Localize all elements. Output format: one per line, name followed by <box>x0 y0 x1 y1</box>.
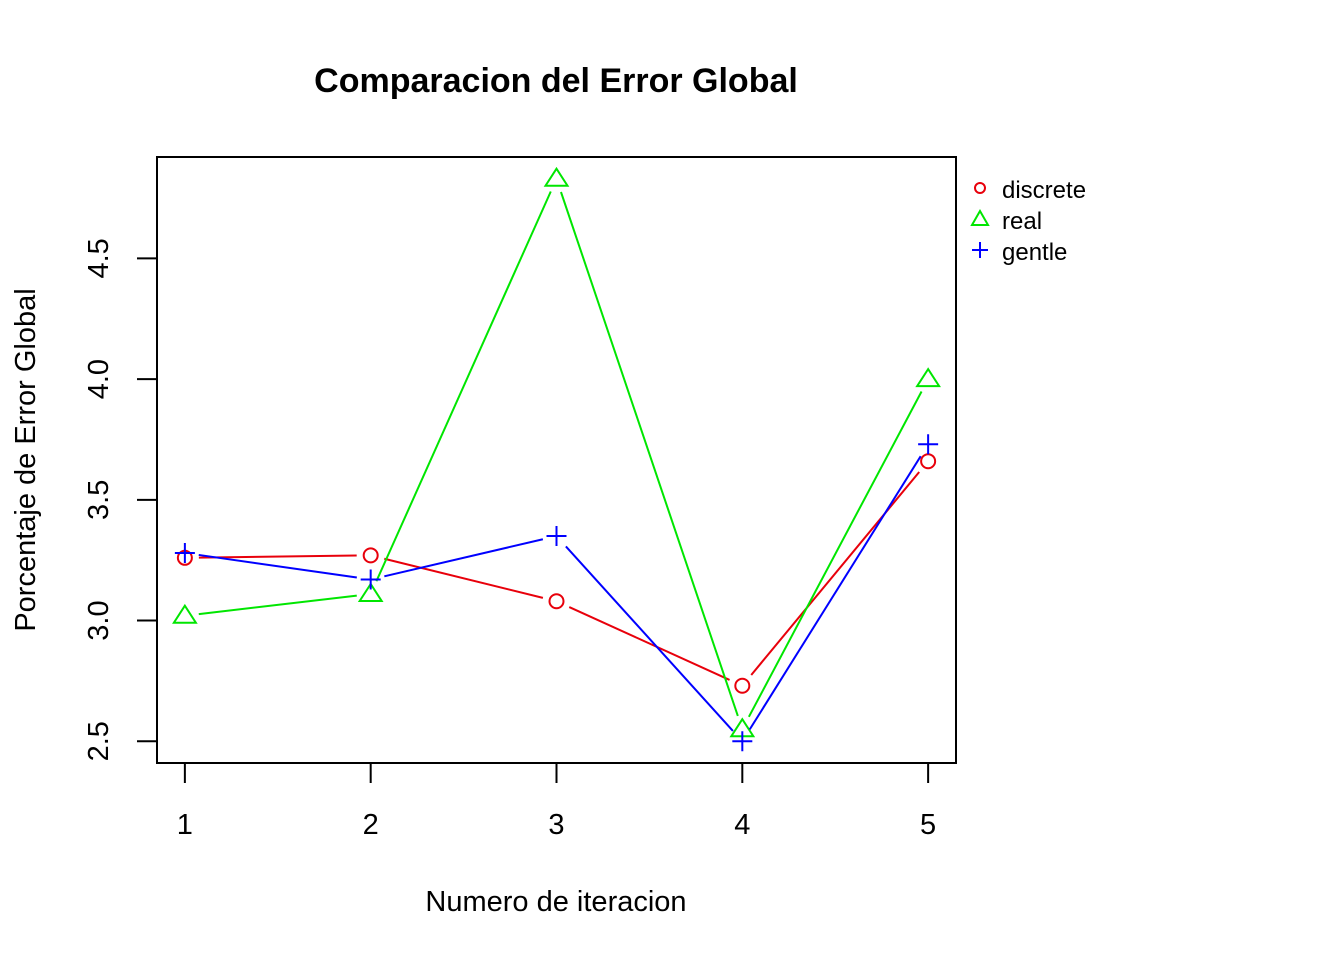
series-real <box>172 166 941 738</box>
series-line-real <box>375 191 552 582</box>
x-tick-label: 2 <box>363 809 379 841</box>
y-tick-label: 3.5 <box>83 480 115 520</box>
point-real <box>915 367 941 388</box>
point-discrete <box>548 593 565 610</box>
x-axis-label: Numero de iteracion <box>425 886 686 918</box>
legend-item-gentle: gentle <box>972 239 1067 266</box>
y-tick-label: 4.0 <box>83 359 115 399</box>
y-tick-label: 2.5 <box>83 721 115 761</box>
series-line-real <box>747 391 923 718</box>
legend-item-discrete: discrete <box>974 177 1086 204</box>
point-discrete <box>734 677 751 694</box>
x-tick-label: 4 <box>734 809 750 841</box>
series-line-real <box>560 191 739 717</box>
plot-frame <box>156 156 957 764</box>
x-axis: 1 2 3 4 5 <box>177 762 936 841</box>
point-discrete <box>362 547 379 564</box>
y-axis-label: Porcentaje de Error Global <box>10 288 42 631</box>
legend-label-discrete: discrete <box>1002 177 1086 204</box>
series-gentle <box>174 434 939 752</box>
series-line-discrete <box>568 606 730 681</box>
point-gentle <box>918 434 939 455</box>
legend-marker-gentle <box>972 242 988 258</box>
series-line-discrete <box>384 557 544 599</box>
y-tick-label: 4.5 <box>83 238 115 278</box>
point-gentle <box>174 542 195 563</box>
point-real <box>172 603 198 624</box>
point-gentle <box>732 731 753 752</box>
legend-marker-real <box>970 208 990 226</box>
series-layer <box>172 166 941 752</box>
series-line-real <box>198 594 357 616</box>
point-real <box>357 582 384 602</box>
series-discrete <box>176 453 937 694</box>
point-discrete <box>920 453 937 470</box>
point-gentle <box>546 526 567 547</box>
x-tick-label: 5 <box>920 809 936 841</box>
series-line-gentle <box>565 545 734 732</box>
legend: discrete real gentle <box>970 177 1086 266</box>
legend-label-real: real <box>1002 208 1042 235</box>
series-line-gentle <box>748 455 922 730</box>
point-gentle <box>360 569 381 590</box>
series-line-discrete <box>198 554 357 559</box>
chart-title: Comparacion del Error Global <box>314 62 798 100</box>
legend-item-real: real <box>970 208 1042 235</box>
x-tick-label: 1 <box>177 809 193 841</box>
series-line-gentle <box>198 553 357 579</box>
series-line-discrete <box>750 471 920 676</box>
y-tick-label: 3.0 <box>83 600 115 640</box>
legend-marker-discrete <box>974 182 986 194</box>
point-real <box>543 166 570 187</box>
x-tick-label: 3 <box>548 809 564 841</box>
legend-label-gentle: gentle <box>1002 239 1067 266</box>
series-line-gentle <box>384 538 544 578</box>
y-axis: 2.5 3.0 3.5 4.0 4.5 <box>83 238 158 761</box>
